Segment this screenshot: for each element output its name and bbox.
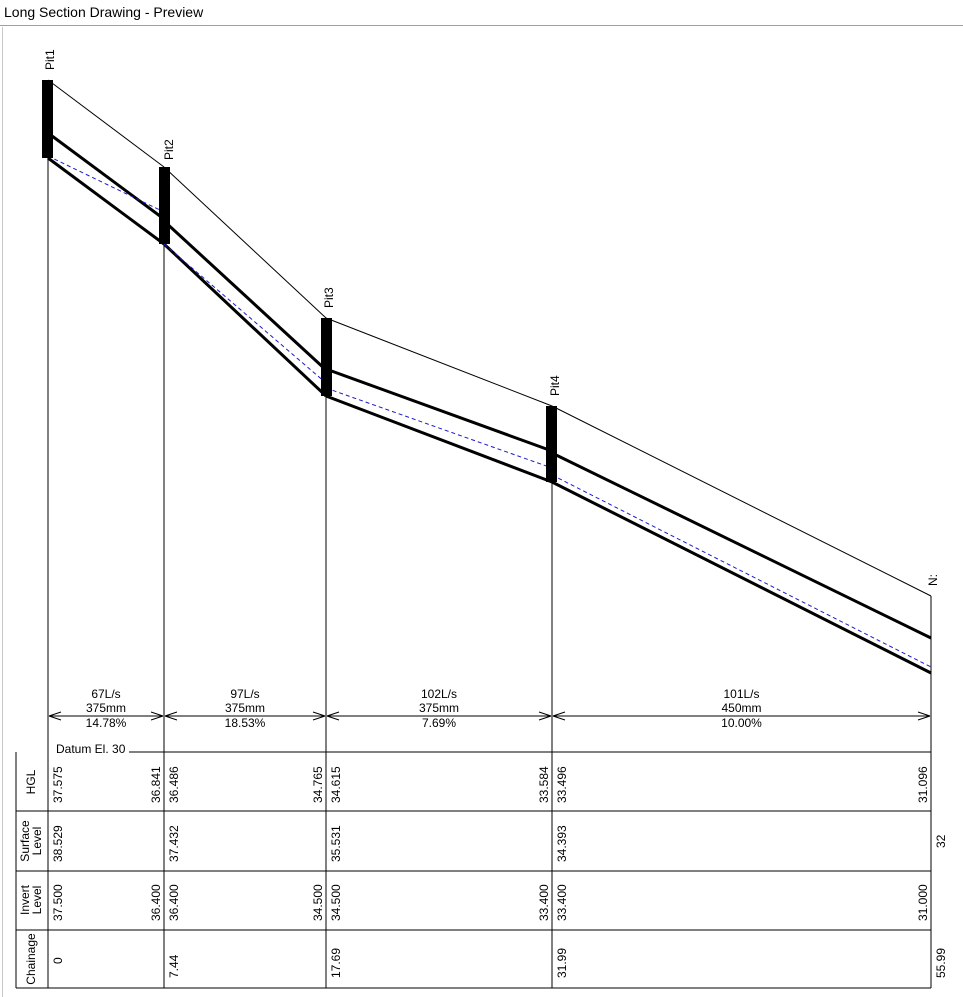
window-titlebar: Long Section Drawing - Preview <box>0 0 963 26</box>
row-label-invert: Level <box>30 886 44 915</box>
pit-name-label: Pit1 <box>43 49 57 70</box>
invert-level-value: 37.500 <box>51 884 65 921</box>
dimension-arrow-head <box>164 711 178 717</box>
dimension-arrow-head <box>312 711 326 717</box>
pipe-flow-label: 97L/s <box>230 687 259 701</box>
row-label-surface: Surface <box>18 820 32 862</box>
pit-structure <box>42 80 53 158</box>
pipe-diameter-label: 375mm <box>419 701 459 715</box>
ground-surface-line <box>47 79 165 168</box>
dimension-arrow-head <box>312 715 326 721</box>
pit-structure <box>159 167 170 244</box>
pipe-flow-label: 102L/s <box>421 687 457 701</box>
hgl-dashed-line <box>47 155 165 213</box>
pipe-diameter-label: 375mm <box>225 701 265 715</box>
dimension-arrow-head <box>164 715 178 721</box>
surface-level-value: 34.393 <box>555 825 569 862</box>
ground-surface-line <box>551 405 932 597</box>
long-section-canvas: Pit1 Pit2 Pit3 Pit4 N: 67L/s 375mm 14.78% 97L/s 3… <box>2 27 963 997</box>
row-label-invert: Invert <box>18 884 32 915</box>
dimension-arrow-head <box>326 715 340 721</box>
surface-level-value: 37.432 <box>167 825 181 862</box>
invert-level-value: 34.500 <box>311 884 325 921</box>
pipe-invert-line <box>325 394 553 484</box>
dimension-arrow-head <box>552 715 566 721</box>
pipe-diameter-label: 375mm <box>86 701 126 715</box>
pit-structure <box>546 406 557 482</box>
pipe-grade-label: 7.69% <box>422 716 456 730</box>
pipe-flow-label: 67L/s <box>91 687 120 701</box>
ground-surface-line <box>325 317 553 407</box>
invert-level-value: 33.400 <box>537 884 551 921</box>
hgl-value: 34.765 <box>311 766 325 803</box>
hgl-dashed-line <box>325 387 553 469</box>
pipe-obvert-line <box>47 131 165 221</box>
chainage-value: 0 <box>51 957 65 964</box>
hgl-dashed-line <box>163 243 327 384</box>
chainage-value: 17.69 <box>329 948 343 978</box>
hgl-value: 36.486 <box>167 766 181 803</box>
datum-label: Datum El. 30 <box>56 742 126 756</box>
dimension-arrow-head <box>552 711 566 717</box>
pit-name-label: Pit2 <box>162 139 176 160</box>
dimension-arrow-head <box>917 711 931 717</box>
surface-level-value: 38.529 <box>51 825 65 862</box>
pipe-invert-line <box>551 480 932 675</box>
hgl-value: 36.841 <box>149 766 163 803</box>
dimension-arrow-head <box>48 711 62 717</box>
invert-level-value: 34.500 <box>329 884 343 921</box>
hgl-value: 33.584 <box>537 766 551 803</box>
chainage-value: 7.44 <box>167 954 181 978</box>
hgl-dashed-line <box>551 474 932 668</box>
dimension-arrow-head <box>150 711 164 717</box>
invert-level-value: 36.400 <box>167 884 181 921</box>
pipe-flow-label: 101L/s <box>723 687 759 701</box>
row-label-hgl: HGL <box>24 769 38 794</box>
dimension-arrow-head <box>326 711 340 717</box>
long-section-drawing: Pit1Pit2Pit3Pit4N:67L/s375mm14.78%97L/s3… <box>15 49 948 989</box>
chainage-value: 31.99 <box>555 948 569 978</box>
row-label-chainage: Chainage <box>24 933 38 985</box>
dimension-arrow-head <box>538 715 552 721</box>
surface-level-value: 32 <box>934 834 948 848</box>
dimension-arrow-head <box>538 711 552 717</box>
pit-name-label: Pit4 <box>548 375 562 396</box>
pit-structure <box>321 318 332 396</box>
hgl-value: 31.096 <box>916 766 930 803</box>
pipe-obvert-line <box>162 219 328 372</box>
window-title: Long Section Drawing - Preview <box>4 4 204 20</box>
pipe-invert-line <box>162 242 328 398</box>
pipe-obvert-line <box>325 367 553 453</box>
pipe-grade-label: 10.00% <box>721 716 762 730</box>
chainage-value: 55.99 <box>934 948 948 978</box>
pipe-diameter-label: 450mm <box>721 701 761 715</box>
pipe-grade-label: 18.53% <box>225 716 266 730</box>
invert-level-value: 31.000 <box>916 884 930 921</box>
invert-level-value: 33.400 <box>555 884 569 921</box>
dimension-arrow-head <box>150 715 164 721</box>
ground-surface-line <box>163 166 327 319</box>
hgl-value: 33.496 <box>555 766 569 803</box>
hgl-value: 34.615 <box>329 766 343 803</box>
surface-level-value: 35.531 <box>329 825 343 862</box>
hgl-value: 37.575 <box>51 766 65 803</box>
pipe-invert-line <box>47 156 165 246</box>
pit-name-label: Pit3 <box>322 287 336 308</box>
invert-level-value: 36.400 <box>149 884 163 921</box>
dimension-arrow-head <box>917 715 931 721</box>
pipe-obvert-line <box>551 451 932 640</box>
row-label-surface: Level <box>30 827 44 856</box>
pit-name-label: N: <box>926 574 940 586</box>
dimension-arrow-head <box>48 715 62 721</box>
pipe-grade-label: 14.78% <box>86 716 127 730</box>
